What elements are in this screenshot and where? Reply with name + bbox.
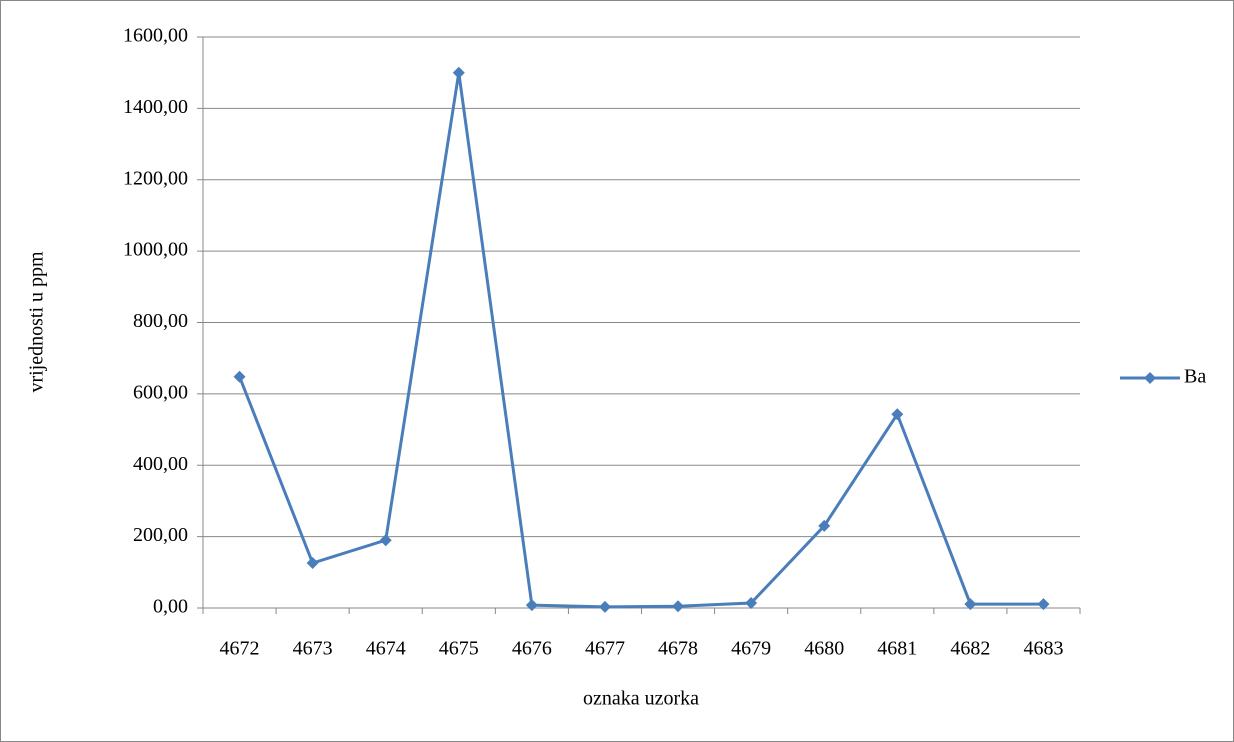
point-marker — [1037, 598, 1050, 611]
point-marker — [452, 66, 465, 79]
y-tick-label: 200,00 — [133, 524, 188, 546]
point-marker — [818, 519, 831, 532]
y-tick-label: 1400,00 — [123, 96, 188, 118]
y-tick-label: 1600,00 — [123, 25, 188, 47]
y-axis-label: vrijednosti u ppm — [26, 251, 48, 393]
point-marker — [745, 597, 758, 610]
series-line — [238, 72, 1044, 609]
y-tick-label: 1000,00 — [123, 239, 188, 261]
y-tick-label: 1200,00 — [123, 167, 188, 189]
point-marker — [598, 600, 611, 613]
point-marker — [306, 557, 319, 570]
point-marker — [891, 408, 904, 421]
x-tick-label: 4676 — [512, 638, 552, 660]
y-tick-label: 800,00 — [133, 310, 188, 332]
y-tick-label: 0,00 — [153, 596, 188, 618]
legend-label: Ba — [1184, 366, 1206, 388]
x-tick-label: 4680 — [804, 638, 844, 660]
x-tick-label: 4682 — [950, 638, 990, 660]
x-axis-label: oznaka uzorka — [583, 688, 699, 710]
x-tick-label: 4679 — [731, 638, 771, 660]
x-tick-label: 4677 — [585, 638, 625, 660]
y-tick-label: 400,00 — [133, 453, 188, 475]
point-marker — [233, 370, 246, 383]
x-tick-label: 4681 — [877, 638, 917, 660]
point-marker — [525, 599, 538, 612]
x-tick-label: 4674 — [366, 638, 406, 660]
point-marker — [964, 598, 977, 611]
point-marker — [672, 600, 685, 613]
x-tick-label: 4672 — [220, 638, 260, 660]
y-tick-label: 600,00 — [133, 381, 188, 403]
x-tick-label: 4678 — [658, 638, 698, 660]
legend-marker — [1144, 372, 1156, 384]
point-marker — [379, 534, 392, 547]
x-tick-label: 4675 — [439, 638, 479, 660]
x-tick-label: 4673 — [293, 638, 333, 660]
x-tick-label: 4683 — [1023, 638, 1063, 660]
